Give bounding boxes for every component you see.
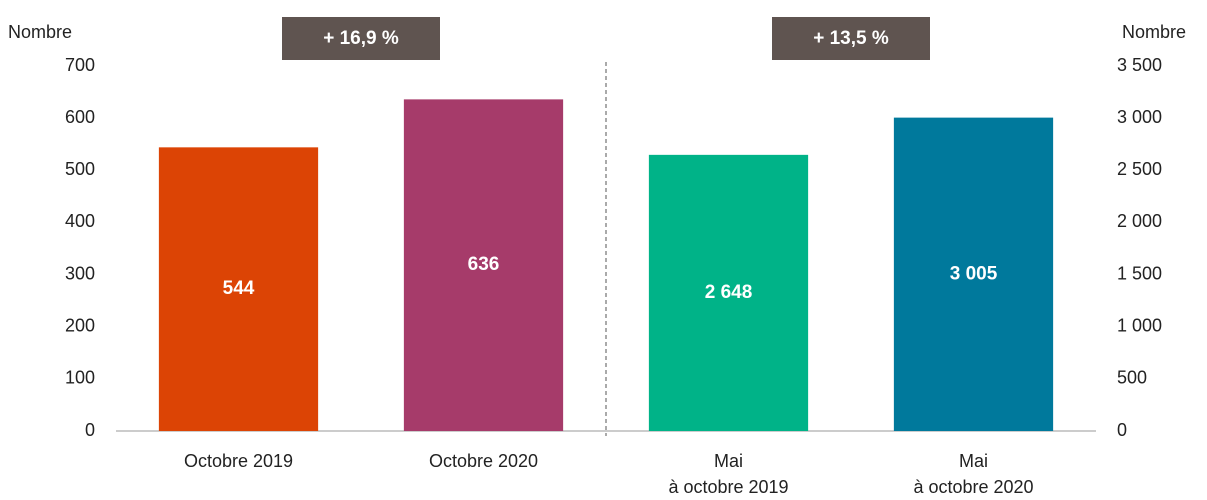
x-tick-label: Octobre 2019 [184, 451, 293, 471]
bar [648, 154, 809, 431]
value-label: 636 [468, 254, 500, 275]
bar [893, 117, 1054, 431]
y-tick-label: 400 [65, 211, 95, 231]
value-label: 2 648 [705, 282, 753, 303]
bar [403, 99, 564, 431]
x-tick-label: Mai à octobre 2019 [668, 451, 788, 495]
y-axis-label: Nombre [8, 22, 72, 42]
y-tick-label: 500 [65, 159, 95, 179]
annotation: + 16,9 % [323, 28, 399, 49]
annotation-box [772, 17, 930, 60]
y2-tick-label: 1 000 [1117, 315, 1162, 335]
value-label: 3 005 [950, 263, 998, 284]
y2-tick-label: 2 000 [1117, 211, 1162, 231]
annotation-box [282, 17, 440, 60]
y2-tick-label: 3 500 [1117, 55, 1162, 75]
annotation: + 13,5 % [813, 28, 889, 49]
y-tick-label: 200 [65, 315, 95, 335]
y2-tick-label: 2 500 [1117, 159, 1162, 179]
y-tick-label: 600 [65, 107, 95, 127]
y-tick-label: 700 [65, 55, 95, 75]
y2-tick-label: 500 [1117, 368, 1147, 388]
y2-tick-label: 3 000 [1117, 107, 1162, 127]
y-tick-label: 0 [85, 420, 95, 440]
y2-tick-label: 0 [1117, 420, 1127, 440]
y-tick-label: 300 [65, 263, 95, 283]
y2-tick-label: 1 500 [1117, 263, 1162, 283]
y2-axis-label: Nombre [1122, 22, 1186, 42]
value-label: 544 [223, 278, 255, 299]
bar [158, 147, 319, 432]
x-tick-label: Mai à octobre 2020 [913, 451, 1033, 495]
y-tick-label: 100 [65, 368, 95, 388]
x-tick-label: Octobre 2020 [429, 451, 538, 471]
